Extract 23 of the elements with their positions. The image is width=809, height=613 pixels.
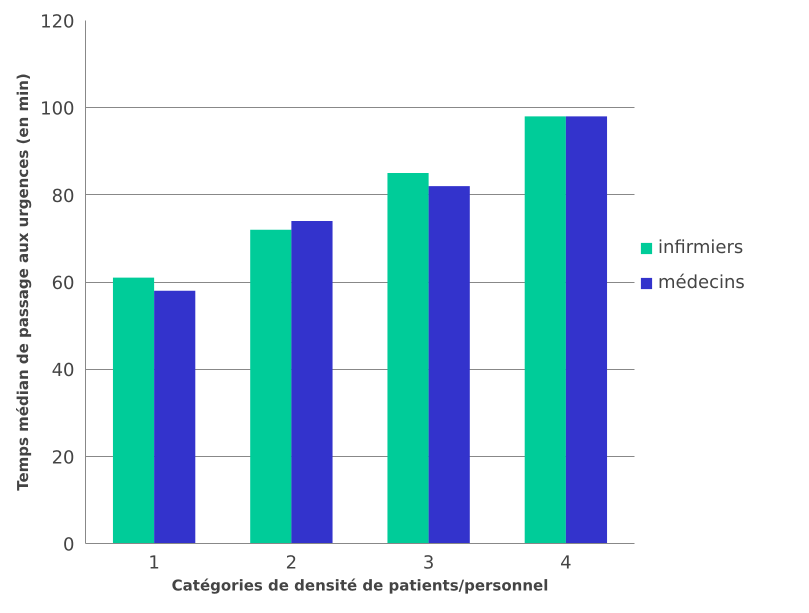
legend-label: infirmiers xyxy=(658,237,744,258)
y-tick-label: 60 xyxy=(52,273,74,294)
bar xyxy=(250,230,292,544)
y-tick-label: 40 xyxy=(52,360,74,382)
bar xyxy=(387,173,429,544)
bar xyxy=(428,186,470,544)
y-tick-label: 120 xyxy=(40,12,75,32)
bar xyxy=(566,116,608,544)
x-tick-label: 3 xyxy=(422,552,434,574)
bar xyxy=(112,278,154,544)
bar xyxy=(291,220,333,544)
legend-label: médecins xyxy=(658,272,745,293)
y-tick-label: 80 xyxy=(52,186,74,207)
y-tick-label: 20 xyxy=(52,447,74,468)
y-tick-label: 100 xyxy=(40,98,75,120)
bar xyxy=(524,116,566,544)
y-tick-label: 0 xyxy=(63,534,74,556)
bar xyxy=(154,290,196,544)
x-tick-label: 4 xyxy=(560,552,572,574)
x-tick-label: 1 xyxy=(148,552,160,574)
x-tick-label: 2 xyxy=(286,552,298,574)
y-axis-title: Temps médian de passage aux urgences (en min) xyxy=(14,73,32,491)
x-axis-title: Catégories de densité de patients/personnel xyxy=(172,576,548,594)
